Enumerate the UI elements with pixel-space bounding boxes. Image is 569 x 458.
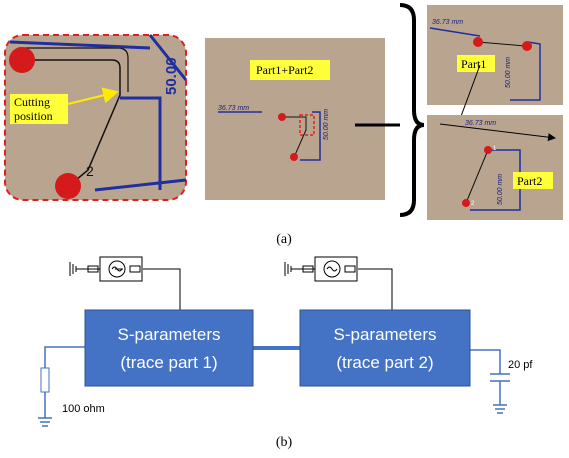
figure: Cutting position 2 50.00 Part1+Part2 36.… <box>0 0 569 458</box>
port-dot <box>522 41 532 51</box>
source-box <box>315 257 357 281</box>
port-dot <box>9 47 35 73</box>
resistor <box>41 368 49 392</box>
dim-label: 36.73 mm <box>432 19 463 26</box>
port-dot <box>473 37 483 47</box>
cut-label: Cutting <box>14 95 50 109</box>
resistor <box>130 266 140 272</box>
port-dot <box>484 146 492 154</box>
port-dot <box>462 199 470 207</box>
resistor <box>345 266 355 272</box>
sparam-block <box>300 310 470 386</box>
dim-label: 50.00 <box>163 57 180 95</box>
source-wave <box>327 267 337 271</box>
block-text: (trace part 2) <box>336 353 433 372</box>
part1-panel: 36.73 mm Part1 50.00 mm <box>427 5 563 105</box>
combined-panel: Part1+Part2 36.73 mm 50.00 mm <box>205 38 385 200</box>
caption: (a) <box>276 232 292 247</box>
dim-label: 50.00 mm <box>323 109 330 140</box>
port-dot <box>278 113 286 121</box>
port-dot <box>290 153 298 161</box>
resistor-label: 100 ohm <box>62 403 105 415</box>
port-dot <box>55 173 81 199</box>
title: Part1+Part2 <box>256 63 313 77</box>
dim-label: 36.73 mm <box>218 105 249 112</box>
part2-panel: 36.73 mm 1 2 Part2 50.00 mm <box>427 115 563 220</box>
sparam-block <box>85 310 253 386</box>
dim-label: 50.00 mm <box>505 57 512 88</box>
block-text: (trace part 1) <box>120 353 217 372</box>
cut-label: position <box>14 109 53 123</box>
capacitor-label: 20 pf <box>508 359 533 371</box>
title: Part1 <box>461 57 486 71</box>
wire <box>470 350 510 413</box>
caption: (b) <box>276 435 293 450</box>
block-text: S-parameters <box>118 325 221 344</box>
node-label: 2 <box>86 163 94 179</box>
dim-label: 50.00 mm <box>497 174 504 205</box>
brace <box>400 5 424 215</box>
zoom-panel: Cutting position 2 50.00 <box>5 35 186 200</box>
title: Part2 <box>517 174 542 188</box>
block-text: S-parameters <box>334 325 437 344</box>
wire <box>285 262 392 310</box>
dim-label: 36.73 mm <box>465 120 496 127</box>
